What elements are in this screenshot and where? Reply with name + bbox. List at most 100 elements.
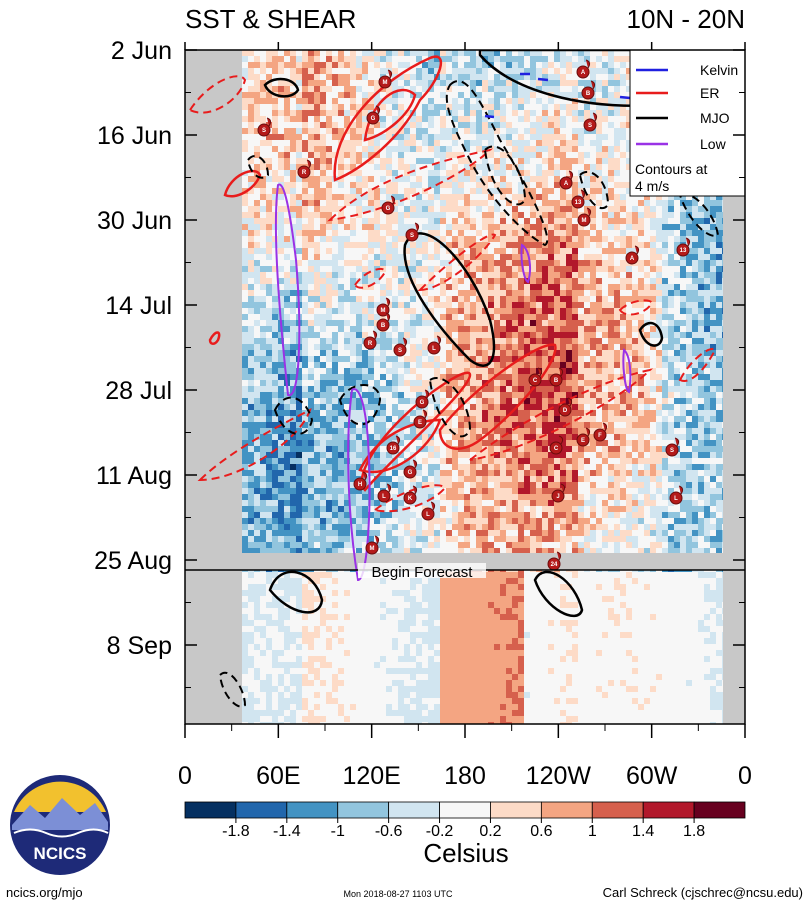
heatmap-cell [596, 248, 602, 254]
heatmap-cell [596, 206, 602, 212]
heatmap-cell [386, 272, 392, 278]
heatmap-cell [590, 62, 596, 68]
heatmap-cell [632, 284, 638, 290]
heatmap-cell [272, 62, 278, 68]
heatmap-cell [308, 206, 314, 212]
heatmap-cell [386, 128, 392, 134]
heatmap-cell [368, 362, 374, 368]
heatmap-cell [536, 230, 542, 236]
heatmap-cell [356, 290, 362, 296]
heatmap-cell [254, 182, 260, 188]
heatmap-cell [620, 308, 626, 314]
heatmap-cell [422, 338, 428, 344]
heatmap-cell [284, 416, 290, 422]
heatmap-cell [614, 302, 620, 308]
heatmap-cell [626, 68, 632, 74]
heatmap-cell [662, 278, 668, 284]
heatmap-cell [620, 68, 626, 74]
heatmap-cell [338, 356, 344, 362]
heatmap-cell [656, 386, 662, 392]
heatmap-cell [272, 392, 278, 398]
heatmap-cell [272, 146, 278, 152]
heatmap-cell [344, 206, 350, 212]
heatmap-cell [404, 74, 410, 80]
heatmap-cell [524, 206, 530, 212]
heatmap-cell [380, 104, 386, 110]
heatmap-cell [662, 266, 668, 272]
heatmap-cell [566, 134, 572, 140]
heatmap-cell [488, 224, 494, 230]
heatmap-cell [542, 200, 548, 206]
heatmap-cell [518, 182, 524, 188]
heatmap-cell [374, 386, 380, 392]
heatmap-cell [548, 236, 554, 242]
heatmap-cell [266, 350, 272, 356]
heatmap-cell [404, 302, 410, 308]
heatmap-cell [422, 170, 428, 176]
heatmap-cell [368, 206, 374, 212]
heatmap-cell [524, 212, 530, 218]
heatmap-cell [644, 278, 650, 284]
heatmap-cell [536, 350, 542, 356]
heatmap-cell [620, 242, 626, 248]
heatmap-cell [674, 272, 680, 278]
heatmap-cell [446, 290, 452, 296]
heatmap-cell [560, 134, 566, 140]
heatmap-cell [440, 140, 446, 146]
heatmap-cell [272, 218, 278, 224]
heatmap-cell [458, 164, 464, 170]
heatmap-cell [578, 140, 584, 146]
heatmap-cell [554, 314, 560, 320]
heatmap-cell [374, 122, 380, 128]
heatmap-cell [584, 266, 590, 272]
heatmap-cell [506, 98, 512, 104]
heatmap-cell [500, 158, 506, 164]
heatmap-cell [416, 86, 422, 92]
heatmap-cell [482, 158, 488, 164]
heatmap-cell [560, 338, 566, 344]
heatmap-cell [356, 152, 362, 158]
heatmap-cell [260, 314, 266, 320]
heatmap-cell [506, 134, 512, 140]
heatmap-cell [560, 230, 566, 236]
heatmap-cell [704, 302, 710, 308]
heatmap-cell [404, 116, 410, 122]
heatmap-cell [470, 332, 476, 338]
heatmap-cell [440, 374, 446, 380]
heatmap-cell [458, 212, 464, 218]
heatmap-cell [512, 404, 518, 410]
heatmap-cell [548, 350, 554, 356]
heatmap-cell [608, 320, 614, 326]
heatmap-cell [620, 236, 626, 242]
heatmap-cell [242, 122, 248, 128]
heatmap-cell [308, 308, 314, 314]
heatmap-cell [374, 404, 380, 410]
heatmap-cell [620, 320, 626, 326]
heatmap-cell [506, 272, 512, 278]
heatmap-cell [398, 236, 404, 242]
heatmap-cell [542, 308, 548, 314]
heatmap-cell [602, 206, 608, 212]
heatmap-cell [254, 362, 260, 368]
heatmap-cell [530, 110, 536, 116]
heatmap-cell [410, 86, 416, 92]
heatmap-cell [584, 224, 590, 230]
heatmap-cell [266, 158, 272, 164]
heatmap-cell [572, 68, 578, 74]
heatmap-cell [248, 176, 254, 182]
heatmap-cell [452, 110, 458, 116]
heatmap-cell [680, 368, 686, 374]
heatmap-cell [326, 392, 332, 398]
heatmap-cell [632, 308, 638, 314]
heatmap-cell [440, 92, 446, 98]
heatmap-cell [584, 344, 590, 350]
heatmap-cell [368, 62, 374, 68]
heatmap-cell [494, 362, 500, 368]
heatmap-cell [266, 62, 272, 68]
heatmap-cell [278, 416, 284, 422]
heatmap-cell [572, 134, 578, 140]
heatmap-cell [254, 302, 260, 308]
heatmap-cell [242, 206, 248, 212]
heatmap-cell [422, 326, 428, 332]
heatmap-cell [650, 308, 656, 314]
